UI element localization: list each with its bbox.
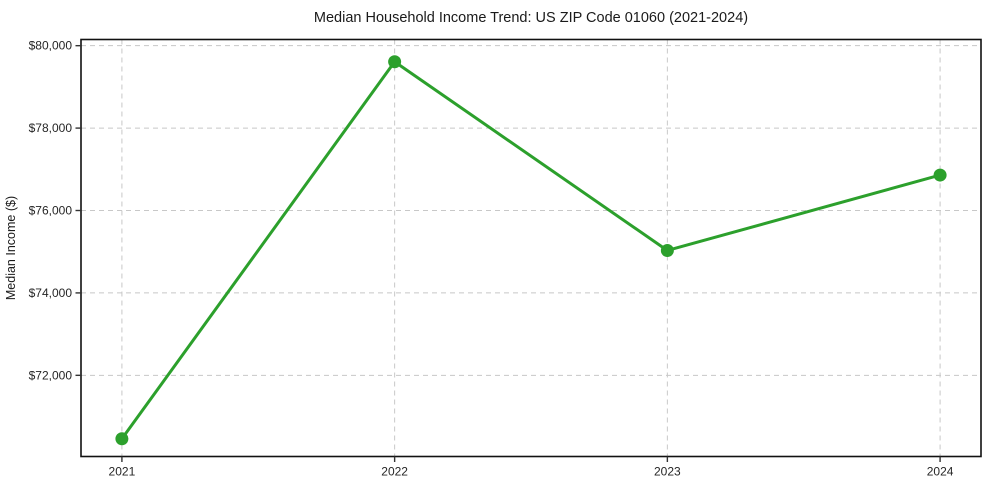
plot-border — [80, 38, 982, 458]
data-point — [388, 55, 402, 69]
data-series-layer — [115, 55, 947, 446]
y-tick-label: $74,000 — [29, 286, 73, 300]
y-tick-label: $76,000 — [29, 204, 73, 218]
y-tick-label: $80,000 — [29, 39, 73, 53]
grid-layer — [81, 39, 981, 457]
data-point — [115, 432, 129, 446]
x-tick-label: 2024 — [927, 465, 954, 479]
data-point — [933, 168, 947, 182]
x-tick-label: 2022 — [381, 465, 408, 479]
tick-labels: 2021 2022 2023 2024 $72,000 $74,000 $76,000 $78… — [29, 39, 954, 479]
y-tick-label: $72,000 — [29, 368, 73, 382]
axes-spines — [80, 38, 982, 458]
y-tick-label: $78,000 — [29, 121, 73, 135]
x-tick-label: 2023 — [654, 465, 681, 479]
data-point — [660, 243, 674, 257]
chart-title: Median Household Income Trend: US ZIP Co… — [314, 10, 748, 26]
tick-marks — [75, 44, 941, 462]
x-tick-label: 2021 — [109, 465, 136, 479]
y-axis-label: Median Income ($) — [4, 196, 18, 300]
trend-line — [120, 60, 942, 441]
